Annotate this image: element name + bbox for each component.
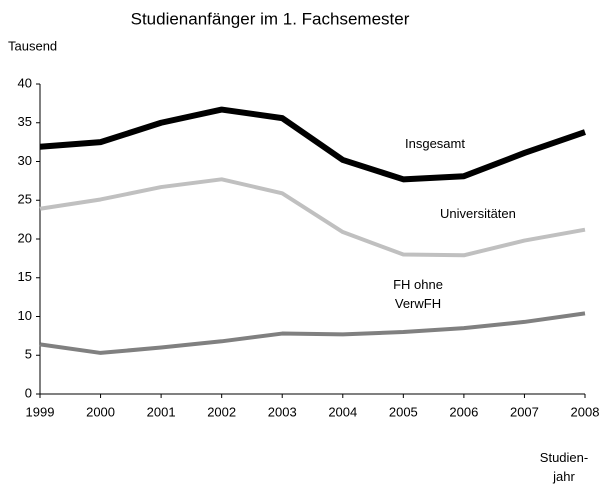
y-tick-label: 25 xyxy=(18,192,32,207)
y-tick-label: 10 xyxy=(18,308,32,323)
x-tick-label: 2003 xyxy=(268,404,297,419)
chart-title: Studienanfänger im 1. Fachsemester xyxy=(131,9,410,28)
y-tick-label: 20 xyxy=(18,230,32,245)
x-tick-label: 2001 xyxy=(147,404,176,419)
line-series xyxy=(39,311,586,355)
line-series xyxy=(39,177,586,258)
x-tick-label: 2006 xyxy=(449,404,478,419)
y-tick-label: 35 xyxy=(18,114,32,129)
x-tick-label: 2005 xyxy=(389,404,418,419)
x-tick-label: 2004 xyxy=(328,404,357,419)
series-label: FH ohne VerwFH xyxy=(393,277,443,311)
line-series xyxy=(39,106,586,183)
series-label: Insgesamt xyxy=(405,136,465,151)
y-tick-label: 0 xyxy=(25,385,32,400)
y-axis-label: Tausend xyxy=(8,38,57,53)
x-axis-label: Studien-jahr xyxy=(539,450,589,484)
y-tick-label: 40 xyxy=(18,75,32,90)
y-tick-label: 15 xyxy=(18,269,32,284)
x-tick-label: 2007 xyxy=(510,404,539,419)
x-tick-label: 2008 xyxy=(571,404,600,419)
x-tick-label: 2002 xyxy=(207,404,236,419)
series-label: Universitäten xyxy=(440,206,516,221)
y-tick-label: 5 xyxy=(25,347,32,362)
x-tick-label: 1999 xyxy=(26,404,55,419)
x-tick-label: 2000 xyxy=(86,404,115,419)
y-tick-label: 30 xyxy=(18,153,32,168)
